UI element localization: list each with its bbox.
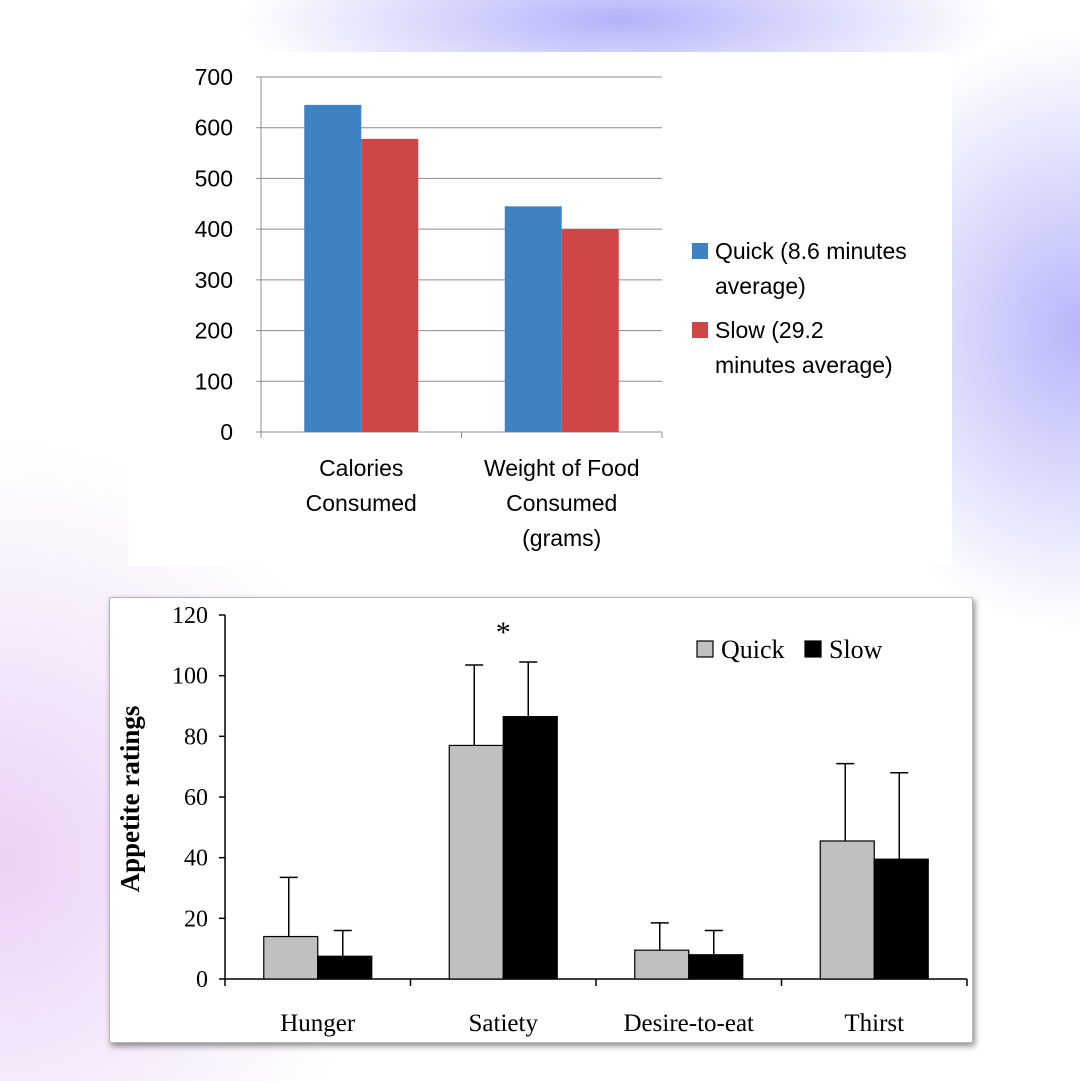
calories-chart: 0 100 200 300 400 500 600 700 Calories Consumed We… — [195, 64, 907, 551]
y-tick-label: 200 — [195, 318, 233, 344]
bar-slow — [873, 858, 929, 980]
y-tick-label: 80 — [184, 724, 208, 750]
bar-quick — [263, 935, 319, 980]
x-category-label: Consumed — [506, 490, 617, 516]
x-category-label: Weight of Food — [484, 455, 640, 481]
bar-quick — [304, 104, 362, 432]
y-axis-title: Appetite ratings — [115, 706, 145, 893]
legend-label: Slow — [829, 635, 883, 664]
x-category-label: Calories — [319, 455, 403, 481]
legend-label: average) — [715, 273, 806, 299]
bar-quick — [448, 744, 504, 980]
legend-label: Quick — [721, 635, 785, 664]
legend-swatch-slow — [692, 322, 708, 338]
appetite-chart-panel: 0 20 40 60 80 100 120 Appetite ratings Hunger Sat… — [109, 597, 973, 1043]
x-category-label: Thirst — [844, 1010, 904, 1037]
y-tick-label: 300 — [195, 267, 233, 293]
significance-marker: * — [496, 616, 511, 649]
y-tick-label: 400 — [195, 216, 233, 242]
appetite-chart: 0 20 40 60 80 100 120 Appetite ratings Hunger Sat… — [115, 603, 968, 1037]
legend-label: minutes average) — [715, 352, 893, 378]
legend-swatch-slow — [804, 640, 822, 658]
calories-chart-panel: 0 100 200 300 400 500 600 700 Calories Consumed We… — [128, 52, 952, 566]
bar-quick — [634, 949, 690, 980]
legend-label: Slow (29.2 — [715, 317, 824, 343]
y-tick-label: 500 — [195, 165, 233, 191]
bar-slow — [361, 138, 419, 432]
x-category-label: Satiety — [469, 1010, 539, 1037]
legend-swatch-quick — [692, 243, 708, 259]
y-tick-label: 600 — [195, 115, 233, 141]
bar-slow — [688, 954, 744, 980]
y-tick-label: 100 — [172, 664, 208, 690]
bar-quick — [504, 206, 562, 432]
x-category-label: (grams) — [522, 525, 601, 551]
y-tick-label: 100 — [195, 368, 233, 394]
x-category-label: Hunger — [280, 1010, 356, 1037]
bar-slow — [561, 229, 619, 432]
y-tick-label: 120 — [172, 603, 208, 629]
y-tick-label: 60 — [184, 785, 208, 811]
legend-swatch-quick — [696, 640, 714, 658]
y-tick-label: 40 — [184, 846, 208, 872]
bar-slow — [502, 716, 558, 980]
y-tick-label: 0 — [220, 419, 233, 445]
legend-label: Quick (8.6 minutes — [715, 238, 907, 264]
bar-quick — [819, 840, 875, 980]
y-tick-label: 20 — [184, 906, 208, 932]
x-category-label: Consumed — [306, 490, 417, 516]
bar-slow — [317, 955, 373, 980]
y-tick-label: 700 — [195, 64, 233, 90]
y-tick-label: 0 — [196, 967, 208, 993]
x-category-label: Desire-to-eat — [624, 1010, 755, 1037]
